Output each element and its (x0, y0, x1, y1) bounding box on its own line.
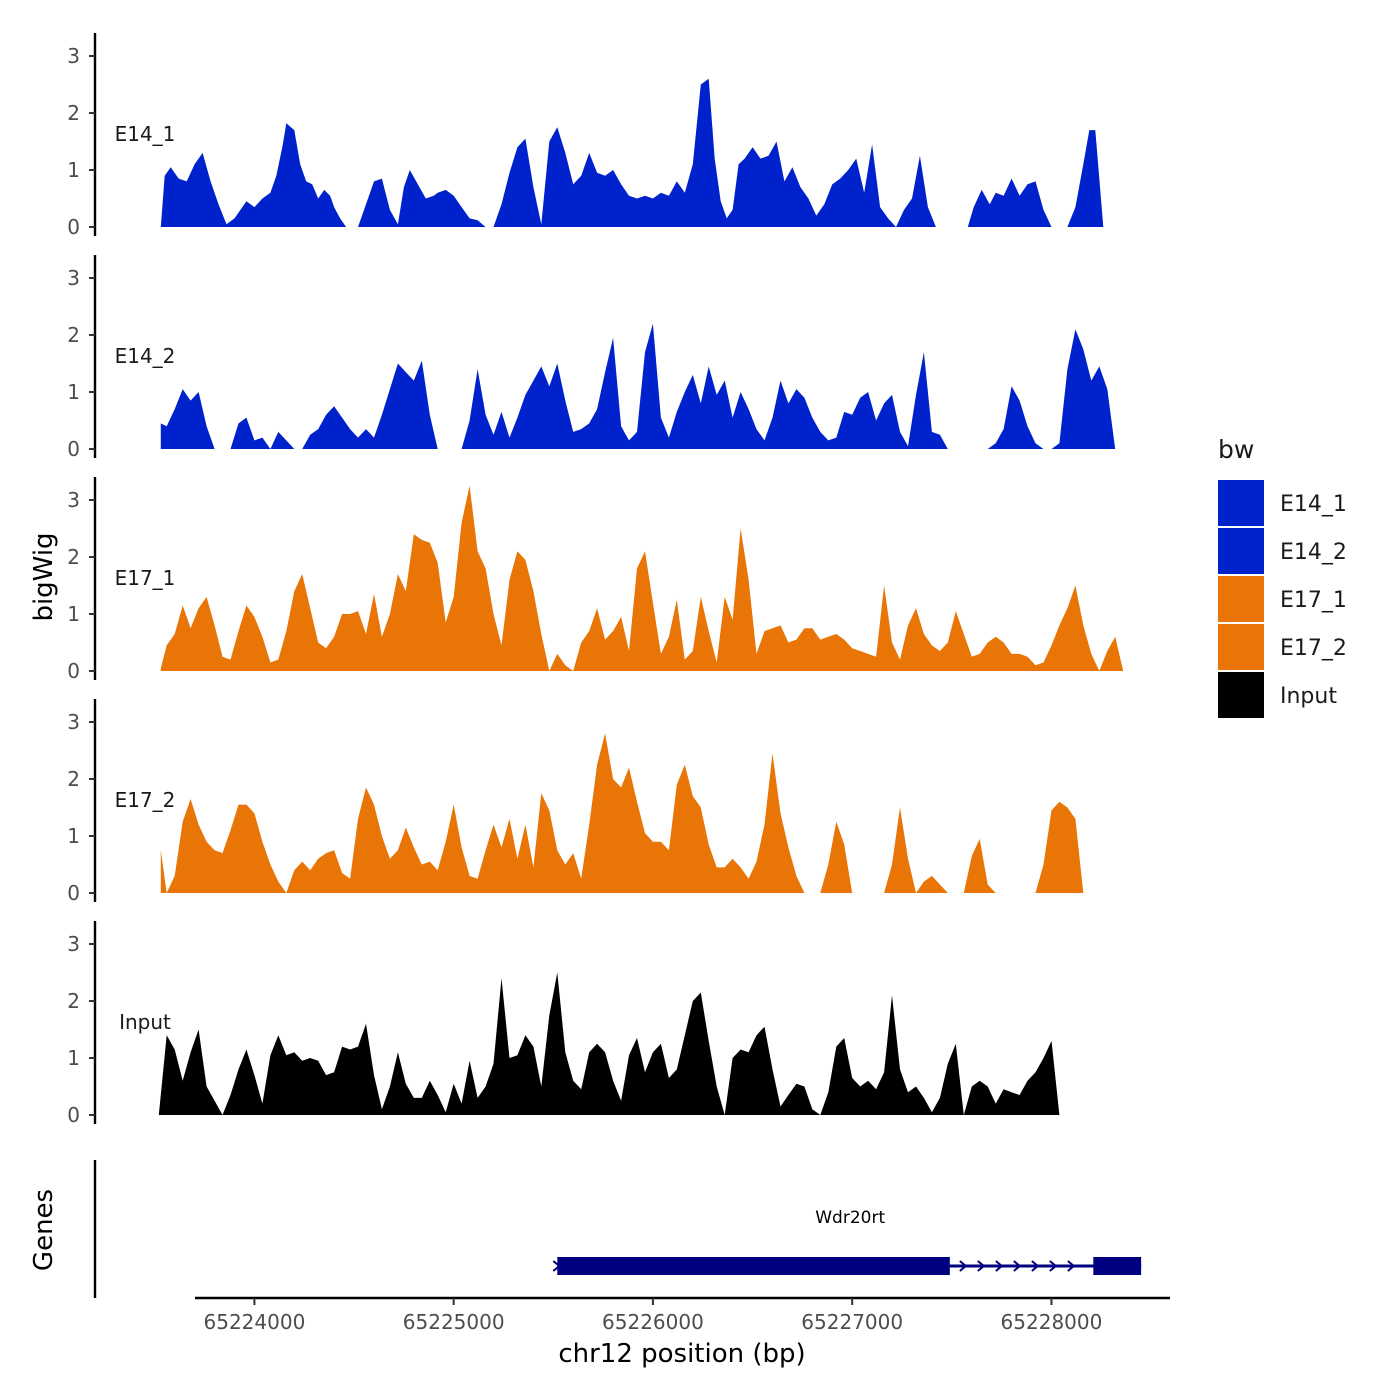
legend-title: bw (1218, 435, 1254, 464)
y-tick-label: 0 (67, 659, 80, 683)
legend-swatch (1218, 480, 1264, 526)
gene-track: Wdr20rt (93, 1160, 1142, 1298)
strand-arrow (1013, 1260, 1022, 1272)
coverage-area-e14-2 (160, 323, 1136, 449)
strand-arrow (995, 1260, 1004, 1272)
legend-label: E17_1 (1280, 588, 1347, 613)
legend-swatch (1218, 672, 1264, 718)
y-tick-label: 2 (67, 323, 80, 347)
x-tick-label: 65224000 (204, 1310, 306, 1334)
coverage-tracks: 0 1 2 3 E14_1 0 1 2 3 E14_2 0 1 2 3 E17_1 0 1 2 3 E17_2 0 1 2 3… (67, 33, 1136, 1127)
strand-arrow (552, 1260, 561, 1272)
track-label: E17_1 (115, 566, 176, 590)
track-e17-2: 0 1 2 3 E17_2 (67, 699, 1136, 905)
y-tick-label: 3 (67, 266, 80, 290)
track-label: E14_1 (115, 122, 176, 146)
x-axis: 65224000 65225000 65226000 65227000 65228000 (195, 1296, 1170, 1334)
strand-arrow (977, 1260, 986, 1272)
y-tick-label: 0 (67, 215, 80, 239)
legend-label: E14_2 (1280, 540, 1347, 565)
legend-swatch (1218, 576, 1264, 622)
strand-arrow (959, 1260, 968, 1272)
x-tick-label: 65226000 (602, 1310, 704, 1334)
track-e17-1: 0 1 2 3 E17_1 (67, 477, 1136, 683)
track-e14-1: 0 1 2 3 E14_1 (67, 33, 1136, 239)
legend-swatch (1218, 528, 1264, 574)
y-tick-label: 1 (67, 602, 80, 626)
y-tick-label: 3 (67, 488, 80, 512)
strand-arrow (1049, 1260, 1058, 1272)
gene-label: Wdr20rt (815, 1208, 885, 1228)
x-tick-label: 65225000 (403, 1310, 505, 1334)
y-tick-label: 2 (67, 545, 80, 569)
track-input: 0 1 2 3 Input (67, 921, 1136, 1127)
coverage-area-e14-1 (160, 78, 1136, 227)
y-axis-title: bigWig (29, 532, 59, 621)
y-tick-label: 0 (67, 881, 80, 905)
y-tick-label: 1 (67, 158, 80, 182)
y-tick-label: 2 (67, 767, 80, 791)
strand-arrow (1031, 1260, 1040, 1272)
x-tick-label: 65227000 (801, 1310, 903, 1334)
coverage-area-e17-1 (160, 485, 1136, 671)
y-tick-label: 1 (67, 380, 80, 404)
legend: bw E14_1 E14_2 E17_1 E17_2 Input (1218, 435, 1347, 718)
y-tick-label: 2 (67, 989, 80, 1013)
x-tick-label: 65228000 (1001, 1310, 1103, 1334)
y-tick-label: 0 (67, 437, 80, 461)
legend-label: Input (1280, 684, 1337, 709)
genes-axis-title: Genes (29, 1189, 59, 1271)
y-tick-label: 3 (67, 44, 80, 68)
track-label: E14_2 (115, 344, 176, 368)
legend-label: E14_1 (1280, 492, 1347, 517)
coverage-area-input (158, 972, 1136, 1115)
legend-swatch (1218, 624, 1264, 670)
x-axis-title: chr12 position (bp) (558, 1339, 805, 1369)
y-tick-label: 3 (67, 932, 80, 956)
y-tick-label: 2 (67, 101, 80, 125)
track-e14-2: 0 1 2 3 E14_2 (67, 255, 1136, 461)
coverage-area-e17-2 (160, 733, 1136, 893)
y-tick-label: 1 (67, 1046, 80, 1070)
y-tick-label: 3 (67, 710, 80, 734)
strand-arrow (1067, 1260, 1076, 1272)
legend-label: E17_2 (1280, 636, 1347, 661)
y-tick-label: 1 (67, 824, 80, 848)
track-label: E17_2 (115, 788, 176, 812)
gene-exon (1093, 1257, 1142, 1275)
gene-exon (557, 1257, 950, 1275)
track-label: Input (119, 1010, 171, 1034)
y-tick-label: 0 (67, 1103, 80, 1127)
